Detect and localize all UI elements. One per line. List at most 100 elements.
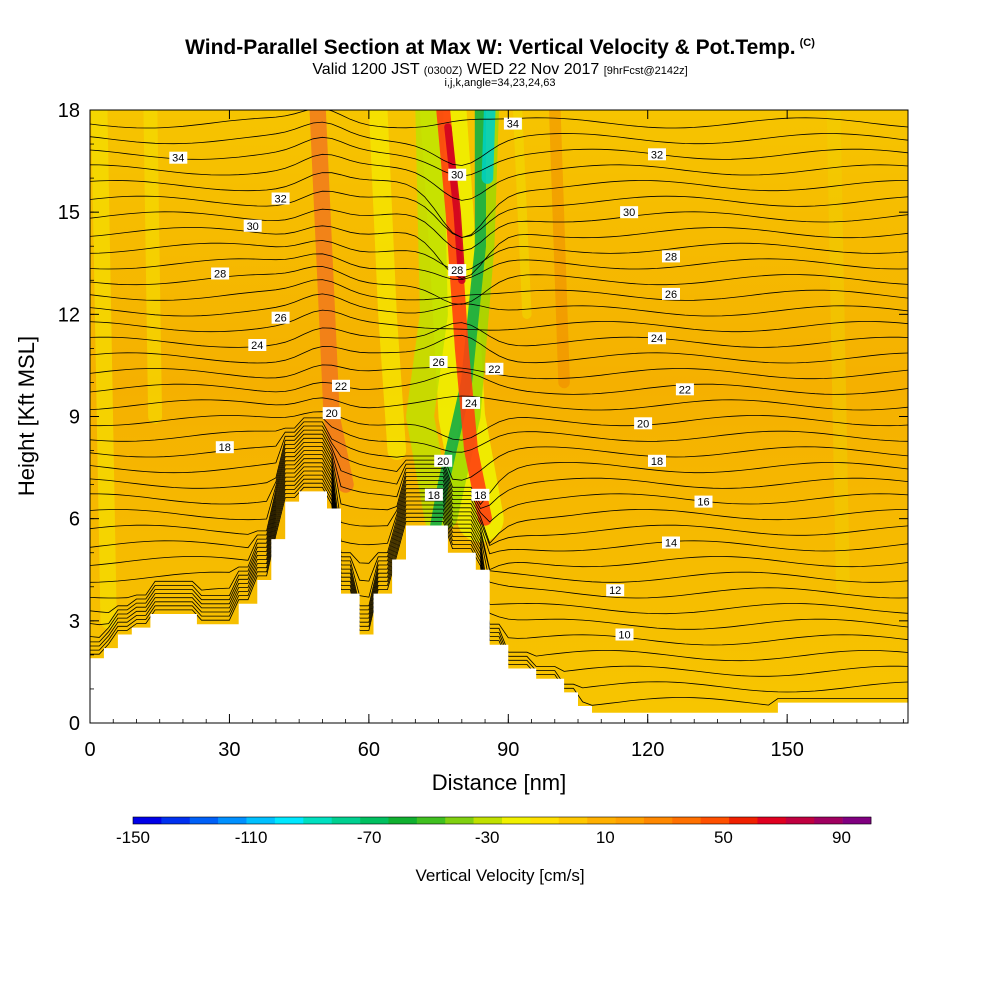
terrain-mask (90, 491, 908, 723)
contour-label-box (271, 192, 290, 205)
theta-contour-line (90, 309, 908, 333)
colorbar-swatch (757, 817, 787, 824)
contour-label-box (434, 454, 453, 467)
contour-label-box (471, 488, 490, 501)
contour-label: 22 (488, 364, 500, 376)
contour-label: 24 (251, 340, 263, 352)
contour-label: 22 (679, 384, 691, 396)
contour-label-box (662, 250, 680, 263)
copyright-mark: (C) (799, 37, 815, 49)
velocity-plume (826, 110, 850, 594)
x-tick-label: 120 (631, 739, 664, 761)
contour-label: 20 (326, 408, 338, 420)
y-tick-label: 12 (58, 304, 80, 326)
contour-label-box (448, 264, 467, 277)
grid-indices: i,j,k,angle=34,23,24,63 (444, 77, 556, 89)
valid-time: Valid 1200 JST (312, 61, 420, 78)
theta-contour-line (90, 466, 908, 630)
y-tick-label: 18 (58, 100, 80, 122)
field-background (90, 110, 908, 723)
theta-contour-line (90, 371, 908, 395)
x-tick-label: 150 (770, 739, 803, 761)
contour-label-box (615, 628, 634, 641)
theta-contour-line (90, 225, 908, 279)
colorbar-swatch (161, 817, 191, 824)
theta-contour-line (90, 450, 908, 571)
contour-label-box (448, 168, 467, 181)
contour-label: 26 (665, 289, 677, 301)
contour-label-box (424, 488, 443, 501)
theta-contour-line (90, 458, 908, 599)
theta-contour-line (90, 322, 908, 348)
contour-label-box (332, 379, 350, 392)
colorbar-swatch (615, 817, 645, 824)
theta-contour-line (90, 121, 908, 166)
theta-contour-line (90, 190, 908, 238)
colorbar-swatch (218, 817, 247, 824)
contour-label-box (606, 584, 625, 597)
contour-labels: 34 32 30 28 26 24 22 20 18 34 30 28 26 24 22 20 18 18 32 30… (169, 117, 713, 642)
theta-contour-line (90, 136, 908, 177)
colorbar: -150 -110 -70 -30 10 50 90 (116, 816, 872, 847)
contour-label-box (648, 454, 666, 467)
colorbar-swatch (303, 817, 332, 824)
contour-label: 22 (335, 381, 347, 393)
contour-label-box (211, 267, 230, 280)
terrain (90, 491, 908, 723)
contour-label-box (271, 311, 290, 324)
theta-contour-line (90, 334, 908, 364)
contour-label: 32 (651, 149, 663, 161)
colorbar-swatch (587, 817, 616, 824)
velocity-plume (368, 110, 407, 460)
colorbar-swatch (189, 817, 219, 824)
velocity-plume (143, 110, 163, 424)
theta-contour-line (90, 433, 908, 523)
colorbar-swatch (502, 817, 531, 824)
contour-label: 30 (247, 221, 259, 233)
contour-label: 18 (428, 490, 440, 502)
colorbar-tick-label: -30 (475, 828, 500, 847)
title-text: Wind-Parallel Section at Max W: Vertical… (185, 36, 796, 59)
y-tick-label: 6 (69, 509, 80, 531)
contour-label: 18 (474, 490, 486, 502)
contour-label-box (485, 362, 504, 375)
velocity-plume (444, 123, 466, 284)
contour-label: 14 (665, 538, 677, 550)
contour-label: 12 (609, 585, 621, 597)
colorbar-swatch (842, 817, 872, 824)
contour-label-box (322, 407, 341, 420)
colorbar-swatch (331, 817, 361, 824)
valid-time-utc: (0300Z) (423, 65, 463, 77)
contour-label: 26 (432, 357, 444, 369)
colorbar-swatch (530, 817, 560, 824)
theta-contour-line (90, 411, 908, 441)
contour-label: 20 (437, 456, 449, 468)
contour-label: 20 (637, 418, 649, 430)
contour-label-box (648, 148, 666, 161)
axes: 0 30 60 90 120 150 0 3 6 9 12 15 18 (58, 100, 908, 761)
theta-contour-line (90, 417, 908, 453)
colorbar-swatch (246, 817, 276, 824)
colorbar-swatch (643, 817, 673, 824)
theta-contour-line (90, 486, 908, 706)
contour-label-box (648, 332, 666, 345)
colorbar-tick-label: 10 (596, 828, 615, 847)
forecast-info: [9hrFcst@2142z] (603, 65, 688, 77)
theta-contour-line (90, 470, 908, 646)
colorbar-label: Vertical Velocity [cm/s] (415, 866, 584, 885)
theta-contour-line (90, 110, 908, 129)
contour-label-box (634, 417, 653, 430)
x-tick-label: 60 (358, 739, 380, 761)
velocity-plume (481, 110, 496, 184)
colorbar-tick-label: -150 (116, 828, 150, 847)
theta-contour-line (90, 482, 908, 693)
contour-label: 32 (274, 194, 286, 206)
contour-label: 30 (623, 207, 635, 219)
theta-contour-line (90, 153, 908, 201)
colorbar-tick-label: 90 (832, 828, 851, 847)
colorbar-frame (132, 816, 872, 825)
contour-label-box (169, 151, 188, 164)
colorbar-swatch (785, 817, 815, 824)
chart-title: Wind-Parallel Section at Max W: Vertical… (0, 36, 1000, 60)
